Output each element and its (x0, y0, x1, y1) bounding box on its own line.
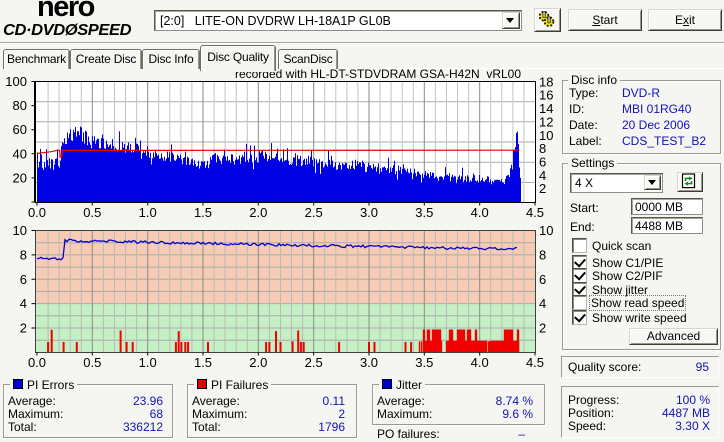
svg-text:2: 2 (539, 321, 546, 336)
svg-text:14: 14 (539, 101, 553, 116)
svg-text:4: 4 (539, 168, 546, 183)
svg-text:60: 60 (13, 122, 27, 137)
svg-text:1.5: 1.5 (194, 355, 212, 370)
svg-text:100: 100 (5, 74, 27, 89)
svg-text:4: 4 (539, 296, 546, 311)
svg-text:3.5: 3.5 (415, 355, 433, 370)
svg-text:2: 2 (539, 181, 546, 196)
svg-text:6: 6 (20, 272, 27, 287)
svg-text:18: 18 (539, 74, 553, 89)
svg-text:20: 20 (13, 170, 27, 185)
svg-text:4.5: 4.5 (526, 205, 544, 220)
svg-text:1.0: 1.0 (139, 355, 157, 370)
svg-text:0.0: 0.0 (28, 205, 46, 220)
svg-text:4.0: 4.0 (471, 205, 489, 220)
svg-text:12: 12 (539, 114, 553, 129)
svg-text:10: 10 (539, 128, 553, 143)
svg-text:2.5: 2.5 (305, 355, 323, 370)
svg-text:4.0: 4.0 (471, 355, 489, 370)
svg-text:10: 10 (539, 223, 553, 238)
svg-text:8: 8 (20, 247, 27, 262)
svg-text:8: 8 (539, 141, 546, 156)
svg-text:3.0: 3.0 (360, 205, 378, 220)
svg-text:6: 6 (539, 154, 546, 169)
svg-text:4.5: 4.5 (526, 355, 544, 370)
svg-text:16: 16 (539, 88, 553, 103)
svg-text:recorded with HL-DT-STDVDRAM G: recorded with HL-DT-STDVDRAM GSA-H42N vR… (235, 67, 521, 81)
svg-text:10: 10 (13, 223, 27, 238)
svg-text:3.5: 3.5 (415, 205, 433, 220)
svg-text:1.5: 1.5 (194, 205, 212, 220)
svg-text:0.5: 0.5 (83, 205, 101, 220)
svg-text:1.0: 1.0 (139, 205, 157, 220)
svg-text:3.0: 3.0 (360, 355, 378, 370)
svg-text:2.0: 2.0 (249, 205, 267, 220)
svg-text:2.5: 2.5 (305, 205, 323, 220)
svg-text:0.0: 0.0 (28, 355, 46, 370)
svg-text:80: 80 (13, 98, 27, 113)
svg-text:6: 6 (539, 272, 546, 287)
svg-text:8: 8 (539, 247, 546, 262)
svg-text:40: 40 (13, 146, 27, 161)
svg-text:0.5: 0.5 (83, 355, 101, 370)
svg-text:4: 4 (20, 296, 27, 311)
svg-text:2: 2 (20, 321, 27, 336)
svg-text:2.0: 2.0 (249, 355, 267, 370)
